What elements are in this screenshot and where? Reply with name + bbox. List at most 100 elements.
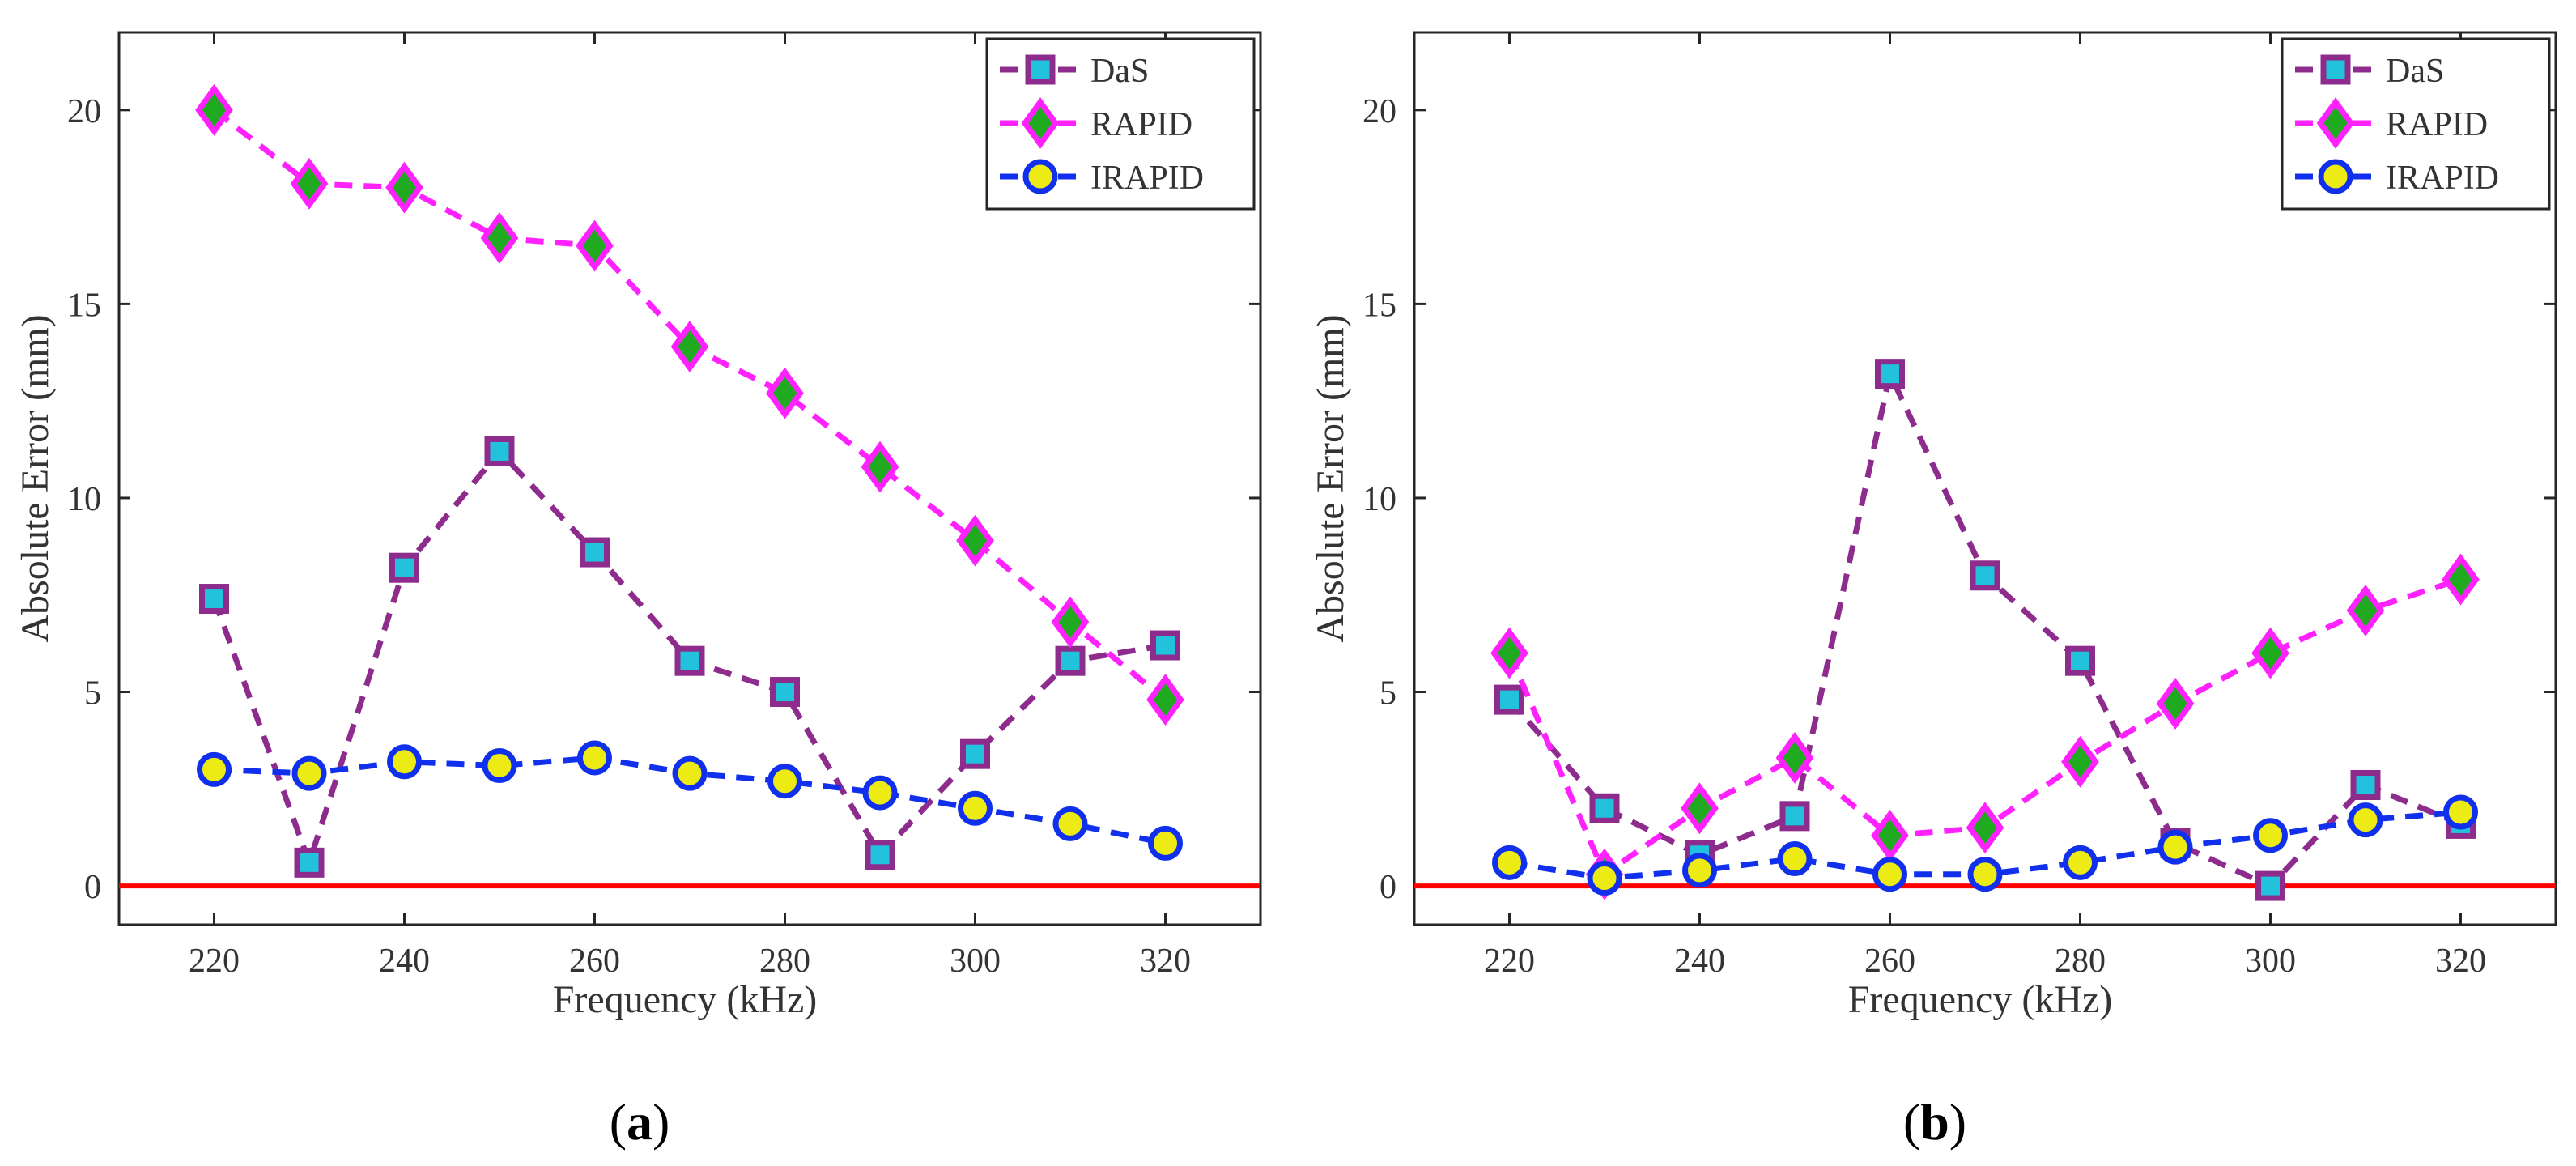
data-point-irapid: [958, 790, 993, 826]
data-point-das: [2065, 645, 2095, 676]
data-point-rapid: [385, 161, 423, 214]
panel-b: 0 5 10 15 20 220 240 260 280 300 320 Frequency (kHz…: [1309, 31, 2557, 1021]
y-axis-label: Absolute Error (mm): [14, 314, 57, 642]
data-point-das: [1494, 684, 1524, 715]
data-point-rapid: [195, 83, 233, 136]
y-tick-label: 10: [67, 481, 101, 518]
data-point-rapid: [1051, 596, 1090, 649]
x-tick-label: 280: [759, 943, 810, 980]
data-point-irapid: [1777, 841, 1813, 877]
x-tick-label: 300: [950, 943, 1001, 980]
x-tick-label: 320: [2435, 943, 2486, 980]
data-point-rapid: [861, 440, 899, 493]
y-tick-label: 20: [1362, 93, 1396, 130]
data-point-irapid: [387, 744, 422, 780]
data-point-irapid: [2443, 794, 2478, 830]
legend-marker-irapid: [1022, 159, 1058, 194]
x-tick-label: 220: [189, 943, 240, 980]
series-irapid: [1492, 794, 2478, 896]
legend-label-irapid: IRAPID: [1090, 160, 1204, 197]
data-point-irapid: [1148, 825, 1183, 861]
y-tick-label: 20: [67, 93, 101, 130]
legend-label-rapid: RAPID: [1090, 106, 1192, 143]
x-tick-label: 220: [1484, 943, 1535, 980]
data-point-rapid: [766, 367, 804, 419]
series-rapid: [1490, 553, 2480, 900]
data-point-irapid: [767, 764, 802, 799]
data-point-irapid: [2063, 845, 2098, 880]
data-point-das: [1875, 359, 1905, 389]
legend-marker-das: [1025, 54, 1056, 85]
y-tick-label: 5: [84, 675, 101, 713]
data-point-irapid: [2253, 818, 2288, 853]
data-point-rapid: [2156, 677, 2195, 730]
data-point-rapid: [2251, 627, 2289, 679]
y-axis-label: Absolute Error (mm): [1309, 314, 1352, 642]
data-point-irapid: [672, 755, 708, 791]
data-point-das: [580, 537, 610, 568]
data-point-irapid: [482, 748, 517, 784]
y-tick-label: 0: [84, 869, 101, 906]
data-point-rapid: [1146, 674, 1184, 726]
x-tick-label: 260: [569, 943, 620, 980]
data-point-das: [960, 738, 990, 769]
data-point-rapid: [956, 514, 994, 567]
x-tick-label: 320: [1140, 943, 1191, 980]
data-point-irapid: [1052, 806, 1088, 841]
data-point-das: [1970, 560, 2000, 591]
y-tick-label: 0: [1379, 869, 1396, 906]
legend-label-das: DaS: [2386, 53, 2444, 90]
series-das: [199, 436, 1180, 878]
x-tick-label: 240: [379, 943, 430, 980]
data-point-rapid: [290, 157, 329, 210]
data-point-irapid: [197, 751, 232, 787]
data-point-rapid: [1681, 782, 1719, 835]
panel-a-label: (a): [610, 1093, 670, 1151]
data-point-rapid: [1966, 802, 2004, 854]
x-tick-label: 280: [2055, 943, 2106, 980]
data-point-rapid: [2442, 553, 2480, 606]
data-point-das: [2255, 870, 2285, 901]
data-point-das: [674, 645, 705, 676]
series-irapid: [197, 740, 1183, 861]
data-point-rapid: [480, 212, 519, 264]
data-point-rapid: [1490, 627, 1528, 679]
legend-label-irapid: IRAPID: [2386, 160, 2499, 197]
data-point-irapid: [1587, 861, 1622, 896]
data-point-irapid: [1967, 857, 2003, 892]
legend-marker-rapid: [1021, 97, 1060, 149]
data-point-irapid: [2157, 829, 2193, 865]
panel-a: 0 5 10 15 20 220 240 260 280 300 320 Frequency (kHz…: [14, 31, 1262, 1021]
panel-b-label: (b): [1903, 1093, 1966, 1151]
data-point-rapid: [2061, 735, 2099, 788]
x-tick-label: 260: [1864, 943, 1915, 980]
legend-marker-rapid: [2316, 97, 2355, 149]
data-point-das: [1779, 801, 1810, 832]
data-point-irapid: [1682, 853, 1717, 888]
data-point-irapid: [291, 755, 327, 791]
data-point-irapid: [577, 740, 612, 776]
y-tick-label: 10: [1362, 481, 1396, 518]
x-tick-label: 300: [2245, 943, 2296, 980]
data-point-rapid: [1871, 809, 1909, 862]
data-point-rapid: [670, 321, 709, 373]
y-tick-label: 15: [67, 287, 101, 324]
x-tick-label: 240: [1674, 943, 1725, 980]
data-point-rapid: [2346, 584, 2385, 636]
data-point-das: [865, 840, 895, 870]
data-point-das: [389, 552, 419, 583]
y-tick-label: 15: [1362, 287, 1396, 324]
x-axis-label: Frequency (kHz): [553, 978, 818, 1021]
data-point-rapid: [1775, 732, 1814, 784]
data-point-irapid: [1872, 857, 1907, 892]
data-point-irapid: [2348, 802, 2383, 838]
x-axis-label: Frequency (kHz): [1848, 978, 2113, 1021]
legend-label-das: DaS: [1090, 53, 1149, 90]
legend-marker-irapid: [2318, 159, 2353, 194]
y-tick-label: 5: [1379, 675, 1396, 713]
data-point-das: [199, 584, 229, 615]
legend-marker-das: [2320, 54, 2351, 85]
data-point-das: [2350, 770, 2381, 801]
data-point-das: [1055, 645, 1086, 676]
